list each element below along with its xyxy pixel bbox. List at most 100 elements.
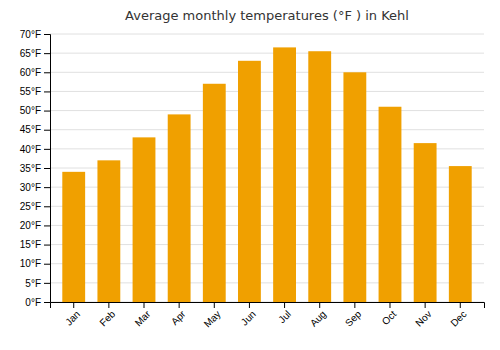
- tick-mark: [179, 302, 180, 308]
- tick-label: Dec: [448, 308, 468, 328]
- tick-label: 5°F: [25, 278, 41, 289]
- tick: 20°F: [20, 220, 50, 231]
- y-axis: 0°F 5°F 10°F 15°F 20°F 25°F 30°F 35°F 40°F 45°F 50…: [20, 29, 51, 308]
- axis-line: [44, 35, 51, 303]
- x-axis: Jan Feb Mar Apr May Jun Jul Aug Sep Oct Nov Dec: [51, 302, 485, 330]
- tick-mark: [44, 149, 50, 150]
- tick: Apr: [169, 302, 188, 327]
- tick-mark: [44, 283, 50, 284]
- tick: Mar: [133, 302, 153, 328]
- tick: Aug: [308, 302, 328, 329]
- tick-mark: [284, 302, 285, 308]
- tick-label: 65°F: [20, 48, 41, 59]
- tick-mark: [44, 225, 50, 226]
- tick: 60°F: [20, 67, 50, 78]
- tick: Jan: [63, 302, 82, 328]
- tick: May: [202, 302, 223, 330]
- tick: 10°F: [20, 258, 50, 269]
- tick-mark: [44, 111, 50, 112]
- tick-mark: [73, 302, 74, 308]
- tick: 40°F: [20, 144, 50, 155]
- tick-mark: [44, 91, 50, 92]
- tick: Jul: [276, 302, 293, 325]
- axis-line: [51, 303, 485, 309]
- tick-label: 50°F: [20, 105, 41, 116]
- grid-line: [50, 53, 484, 54]
- tick-label: Jul: [276, 308, 293, 325]
- bar: [343, 72, 366, 302]
- tick-label: Nov: [413, 308, 433, 328]
- tick-label: 25°F: [20, 201, 41, 212]
- tick-mark: [44, 130, 50, 131]
- tick-label: 0°F: [25, 297, 41, 308]
- tick-mark: [44, 245, 50, 246]
- title: Average monthly temperatures (°F ) in Ke…: [125, 8, 409, 23]
- tick-label: 45°F: [20, 124, 41, 135]
- tick: 45°F: [20, 124, 50, 135]
- tick-mark: [44, 187, 50, 188]
- tick: 35°F: [20, 163, 50, 174]
- tick-mark: [44, 34, 50, 35]
- tick-label: 35°F: [20, 163, 41, 174]
- tick-mark: [44, 168, 50, 169]
- bar: [133, 137, 156, 302]
- tick-label: Jan: [63, 308, 82, 327]
- tick-mark: [44, 264, 50, 265]
- tick: 70°F: [20, 29, 50, 40]
- grid-line: [50, 91, 484, 92]
- tick-label: 10°F: [20, 258, 41, 269]
- tick-mark: [44, 206, 50, 207]
- tick: 5°F: [25, 278, 50, 289]
- tick-label: Apr: [169, 308, 188, 327]
- tick-mark: [319, 302, 320, 308]
- bar: [379, 107, 402, 302]
- tick-label: Feb: [97, 308, 117, 328]
- tick-label: Jun: [239, 308, 258, 327]
- bar: [62, 172, 85, 302]
- tick-mark: [108, 302, 109, 308]
- tick-mark: [425, 302, 426, 308]
- tick-label: 60°F: [20, 67, 41, 78]
- bar: [168, 114, 191, 302]
- tick: 25°F: [20, 201, 50, 212]
- tick-label: Mar: [133, 308, 153, 328]
- chart: 0°F 5°F 10°F 15°F 20°F 25°F 30°F 35°F 40°F 45°F 50…: [0, 0, 500, 350]
- tick: 15°F: [20, 239, 50, 250]
- tick: Jun: [239, 302, 258, 328]
- grid-line: [50, 129, 484, 130]
- tick-label: Oct: [380, 308, 399, 327]
- grid: [50, 34, 484, 302]
- tick-label: 15°F: [20, 239, 41, 250]
- tick: 30°F: [20, 182, 50, 193]
- tick-mark: [44, 72, 50, 73]
- tick-mark: [214, 302, 215, 308]
- tick-mark: [460, 302, 461, 308]
- grid-line: [50, 34, 484, 35]
- tick: Oct: [380, 302, 399, 327]
- bar: [97, 160, 120, 302]
- tick: 55°F: [20, 86, 50, 97]
- tick-label: Aug: [308, 308, 328, 328]
- tick-label: 40°F: [20, 144, 41, 155]
- tick-label: 70°F: [20, 29, 41, 40]
- tick-label: 55°F: [20, 86, 41, 97]
- bars: [62, 47, 471, 302]
- tick-label: 30°F: [20, 182, 41, 193]
- tick: Dec: [448, 302, 468, 329]
- tick-mark: [389, 302, 390, 308]
- bar: [414, 143, 437, 302]
- tick-label: 20°F: [20, 220, 41, 231]
- grid-line: [50, 72, 484, 73]
- tick-mark: [44, 302, 50, 303]
- tick: Feb: [97, 302, 117, 328]
- tick: Nov: [413, 302, 433, 329]
- tick-label: Sep: [343, 308, 364, 329]
- tick: 65°F: [20, 48, 50, 59]
- bar: [449, 166, 472, 302]
- tick-mark: [354, 302, 355, 308]
- tick: 0°F: [25, 297, 50, 308]
- tick-mark: [44, 53, 50, 54]
- tick-label: May: [202, 308, 223, 329]
- tick-mark: [249, 302, 250, 308]
- tick-mark: [144, 302, 145, 308]
